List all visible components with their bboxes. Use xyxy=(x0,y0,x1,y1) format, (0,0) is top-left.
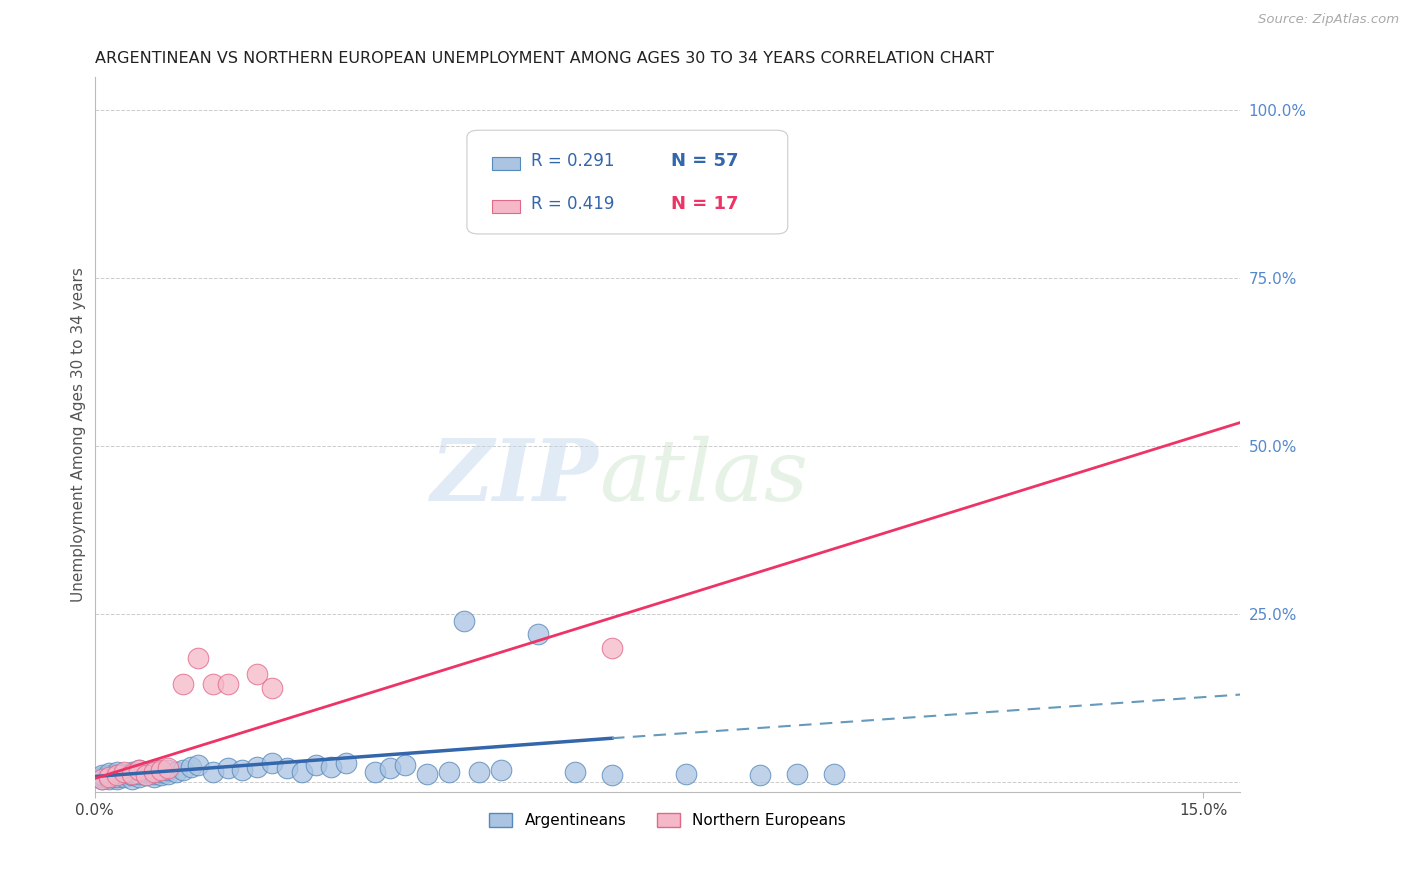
Point xyxy=(823,767,845,781)
Point xyxy=(105,767,128,781)
Point xyxy=(128,763,150,777)
Point xyxy=(121,767,143,781)
Point xyxy=(91,772,114,786)
FancyBboxPatch shape xyxy=(492,200,520,213)
Point xyxy=(335,756,357,770)
Point xyxy=(527,627,550,641)
Text: atlas: atlas xyxy=(599,436,808,518)
Point xyxy=(157,767,180,781)
Point xyxy=(121,764,143,779)
Point xyxy=(246,667,269,681)
Point xyxy=(105,768,128,782)
Point xyxy=(98,772,121,786)
Point xyxy=(121,772,143,786)
Point xyxy=(305,758,328,772)
Legend: Argentineans, Northern Europeans: Argentineans, Northern Europeans xyxy=(484,807,852,834)
Point xyxy=(128,770,150,784)
Point xyxy=(128,767,150,781)
Point xyxy=(290,764,312,779)
Point xyxy=(748,768,770,782)
Point xyxy=(128,763,150,777)
Point xyxy=(105,764,128,779)
Point xyxy=(91,768,114,782)
Point xyxy=(150,763,173,777)
Point xyxy=(105,772,128,786)
Point xyxy=(91,770,114,784)
Point xyxy=(142,770,165,784)
Point xyxy=(319,760,342,774)
Point xyxy=(489,763,512,777)
Point xyxy=(150,768,173,782)
Point xyxy=(98,766,121,780)
Point xyxy=(135,768,157,782)
Point xyxy=(416,767,439,781)
Point xyxy=(187,650,209,665)
Point xyxy=(165,764,187,779)
Point xyxy=(98,768,121,782)
Point xyxy=(112,764,135,779)
Point xyxy=(675,767,697,781)
Point xyxy=(187,758,209,772)
Point xyxy=(786,767,808,781)
Point xyxy=(564,764,586,779)
Point xyxy=(453,614,475,628)
Point xyxy=(364,764,387,779)
Point xyxy=(276,761,298,775)
Point xyxy=(105,770,128,784)
Point xyxy=(246,760,269,774)
Point xyxy=(394,758,416,772)
Point xyxy=(142,763,165,777)
Point xyxy=(180,760,202,774)
Text: R = 0.419: R = 0.419 xyxy=(531,194,614,212)
Text: Source: ZipAtlas.com: Source: ZipAtlas.com xyxy=(1258,13,1399,27)
Point xyxy=(98,770,121,784)
FancyBboxPatch shape xyxy=(467,130,787,234)
Point xyxy=(172,763,194,777)
Point xyxy=(201,764,224,779)
Point xyxy=(231,763,253,777)
Point xyxy=(217,677,239,691)
Point xyxy=(135,764,157,779)
Point xyxy=(439,764,461,779)
Point xyxy=(142,767,165,781)
Point xyxy=(150,764,173,779)
Point xyxy=(260,681,283,695)
Point xyxy=(600,640,623,655)
Text: ARGENTINEAN VS NORTHERN EUROPEAN UNEMPLOYMENT AMONG AGES 30 TO 34 YEARS CORRELAT: ARGENTINEAN VS NORTHERN EUROPEAN UNEMPLO… xyxy=(94,51,994,66)
Point xyxy=(157,761,180,775)
Point xyxy=(201,677,224,691)
Text: ZIP: ZIP xyxy=(430,435,599,519)
Point xyxy=(121,768,143,782)
Point xyxy=(91,772,114,786)
Point xyxy=(112,767,135,781)
Point xyxy=(380,761,402,775)
Point xyxy=(468,764,491,779)
Point xyxy=(112,770,135,784)
Text: N = 17: N = 17 xyxy=(671,194,738,212)
Point xyxy=(600,768,623,782)
Point xyxy=(260,756,283,770)
Text: N = 57: N = 57 xyxy=(671,152,738,169)
Point xyxy=(98,770,121,784)
Text: R = 0.291: R = 0.291 xyxy=(531,152,614,169)
FancyBboxPatch shape xyxy=(492,157,520,170)
Point xyxy=(142,764,165,779)
Point xyxy=(135,768,157,782)
Point xyxy=(157,763,180,777)
Y-axis label: Unemployment Among Ages 30 to 34 years: Unemployment Among Ages 30 to 34 years xyxy=(72,267,86,602)
Point xyxy=(217,761,239,775)
Point xyxy=(172,677,194,691)
